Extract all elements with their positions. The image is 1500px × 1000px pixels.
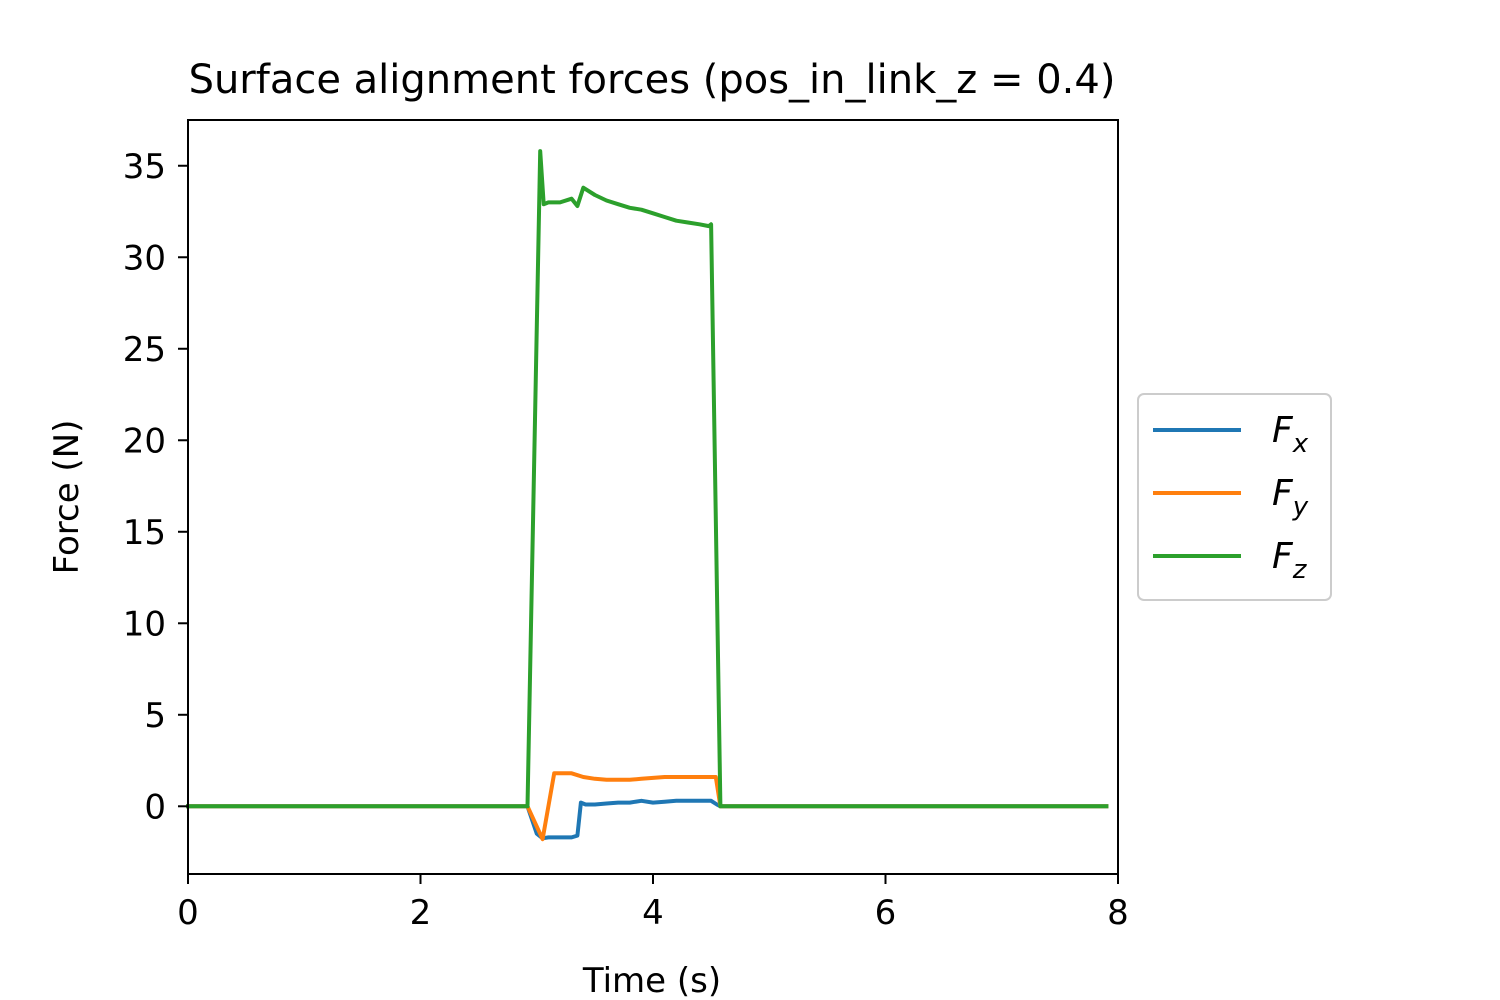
legend-box (1137, 393, 1332, 601)
series-line-fy (186, 771, 1109, 842)
y-axis-label: Force (N) (47, 420, 87, 575)
x-axis: 0 2 4 6 8 (177, 874, 1129, 933)
y-tick-label: 30 (123, 238, 166, 278)
x-tick-label: 8 (1107, 893, 1129, 933)
legend-label-fz: Fz (1272, 536, 1308, 585)
y-axis: 0 5 10 15 20 25 30 35 (123, 147, 188, 827)
series-line-fx (186, 798, 1109, 841)
plot-frame (187, 119, 1119, 875)
series-layer (186, 149, 1109, 842)
y-tick-label: 10 (123, 604, 166, 644)
y-tick-label: 5 (144, 696, 166, 736)
y-tick-label: 0 (144, 787, 166, 827)
y-tick-label: 35 (123, 147, 166, 187)
x-tick-label: 2 (410, 893, 432, 933)
y-tick-label: 20 (123, 421, 166, 461)
series-line-fz (186, 149, 1109, 809)
x-tick-label: 0 (177, 893, 199, 933)
legend-label-fy: Fy (1272, 473, 1309, 522)
legend-label-fx: Fx (1272, 410, 1309, 459)
chart-title: Surface alignment forces (pos_in_link_z … (189, 57, 1116, 103)
y-tick-label: 25 (123, 330, 166, 370)
legend: Fx Fy Fz (1137, 393, 1332, 601)
y-tick-label: 15 (123, 513, 166, 553)
x-tick-label: 4 (642, 893, 664, 933)
x-axis-label: Time (s) (582, 961, 721, 1000)
x-tick-label: 6 (875, 893, 897, 933)
